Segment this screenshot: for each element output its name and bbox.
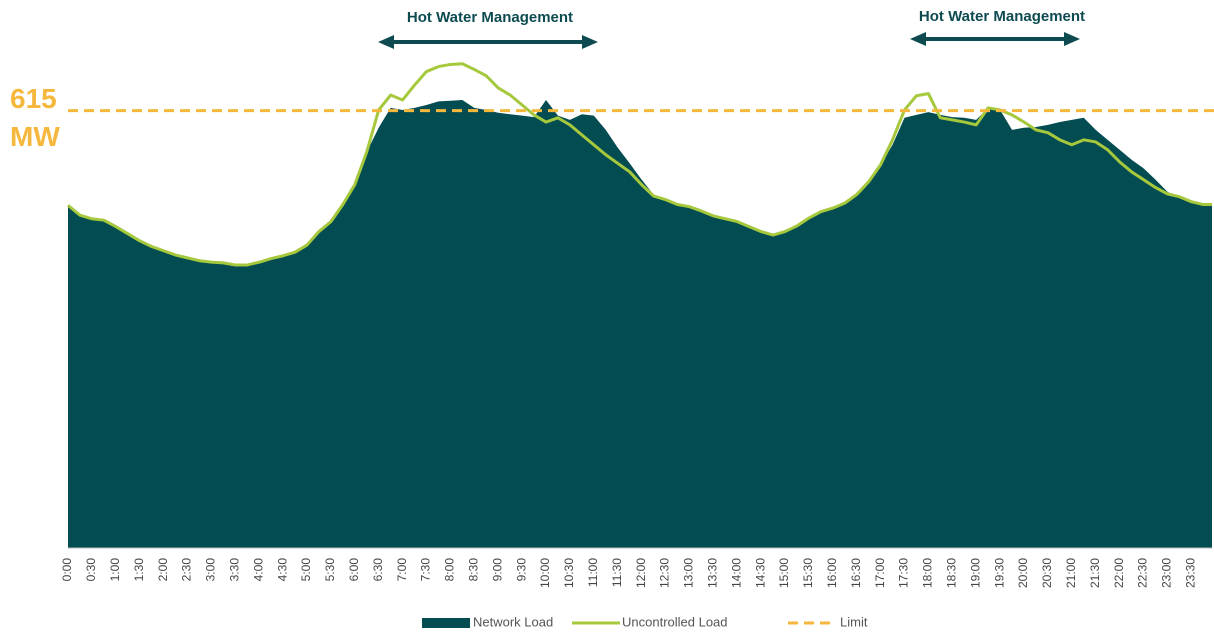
- x-tick-label: 19:30: [992, 558, 1006, 588]
- x-tick-label: 20:30: [1040, 558, 1054, 588]
- x-tick-label: 18:00: [921, 558, 935, 588]
- x-tick-label: 23:00: [1160, 558, 1174, 588]
- x-tick-label: 23:30: [1183, 558, 1197, 588]
- x-tick-label: 5:00: [299, 558, 313, 582]
- x-tick-label: 22:00: [1112, 558, 1126, 588]
- x-tick-label: 14:00: [729, 558, 743, 588]
- line: [67, 62, 1212, 267]
- annotation: Hot Water Management: [919, 8, 1085, 25]
- x-tick-label: 10:00: [538, 558, 552, 588]
- annotation: Hot Water Management: [407, 9, 573, 26]
- arrow: [378, 35, 598, 49]
- x-tick-label: 11:30: [610, 558, 624, 587]
- x-tick-label: 0:00: [60, 558, 74, 582]
- x-tick-label: 20:00: [1016, 558, 1030, 588]
- x-tick-label: 10:30: [562, 558, 576, 588]
- x-tick-label: 21:00: [1064, 558, 1078, 588]
- arrow: [910, 32, 1080, 46]
- x-tick-label: 16:30: [849, 558, 863, 588]
- legend-label: Uncontrolled Load: [622, 614, 728, 629]
- x-tick-label: 19:00: [968, 558, 982, 588]
- x-tick-label: 9:00: [490, 558, 504, 582]
- x-tick-label: 2:30: [180, 558, 194, 582]
- plot: [67, 62, 1214, 548]
- limit-label: 615 MW: [10, 83, 60, 152]
- x-tick-label: 13:30: [705, 558, 719, 588]
- x-tick-label: 18:30: [944, 558, 958, 588]
- x-tick-label: 1:00: [108, 558, 122, 582]
- x-tick-label: 9:30: [514, 558, 528, 582]
- x-tick-label: 2:00: [156, 558, 170, 582]
- x-tick-label: 12:30: [658, 558, 672, 588]
- x-tick-label: 0:30: [84, 558, 98, 582]
- x-tick-label: 15:00: [777, 558, 791, 588]
- x-tick-label: 1:30: [132, 558, 146, 582]
- x-tick-label: 7:30: [419, 558, 433, 582]
- x-tick-label: 13:00: [682, 558, 696, 588]
- legend-label: Network Load: [473, 614, 553, 629]
- x-tick-label: 3:30: [227, 558, 241, 582]
- x-tick-label: 3:00: [204, 558, 218, 582]
- area: [68, 100, 1212, 548]
- x-tick-label: 8:00: [443, 558, 457, 582]
- x-tick-label: 4:30: [275, 558, 289, 582]
- legend-swatch: [422, 618, 470, 628]
- x-tick-label: 5:30: [323, 558, 337, 582]
- x-tick-label: 6:00: [347, 558, 361, 582]
- x-tick-label: 15:30: [801, 558, 815, 588]
- x-tick-label: 17:00: [873, 558, 887, 588]
- x-tick-label: 11:00: [586, 558, 600, 587]
- x-tick-label: 7:00: [395, 558, 409, 582]
- x-tick-label: 21:30: [1088, 558, 1102, 588]
- x-tick-label: 6:30: [371, 558, 385, 582]
- x-tick-label: 16:00: [825, 558, 839, 588]
- x-tick-label: 4:00: [251, 558, 265, 582]
- x-tick-label: 8:30: [466, 558, 480, 582]
- x-tick-label: 22:30: [1136, 558, 1150, 588]
- legend-label: Limit: [840, 614, 868, 629]
- x-tick-label: 14:30: [753, 558, 767, 588]
- x-tick-label: 12:00: [634, 558, 648, 588]
- x-tick-label: 17:30: [897, 558, 911, 588]
